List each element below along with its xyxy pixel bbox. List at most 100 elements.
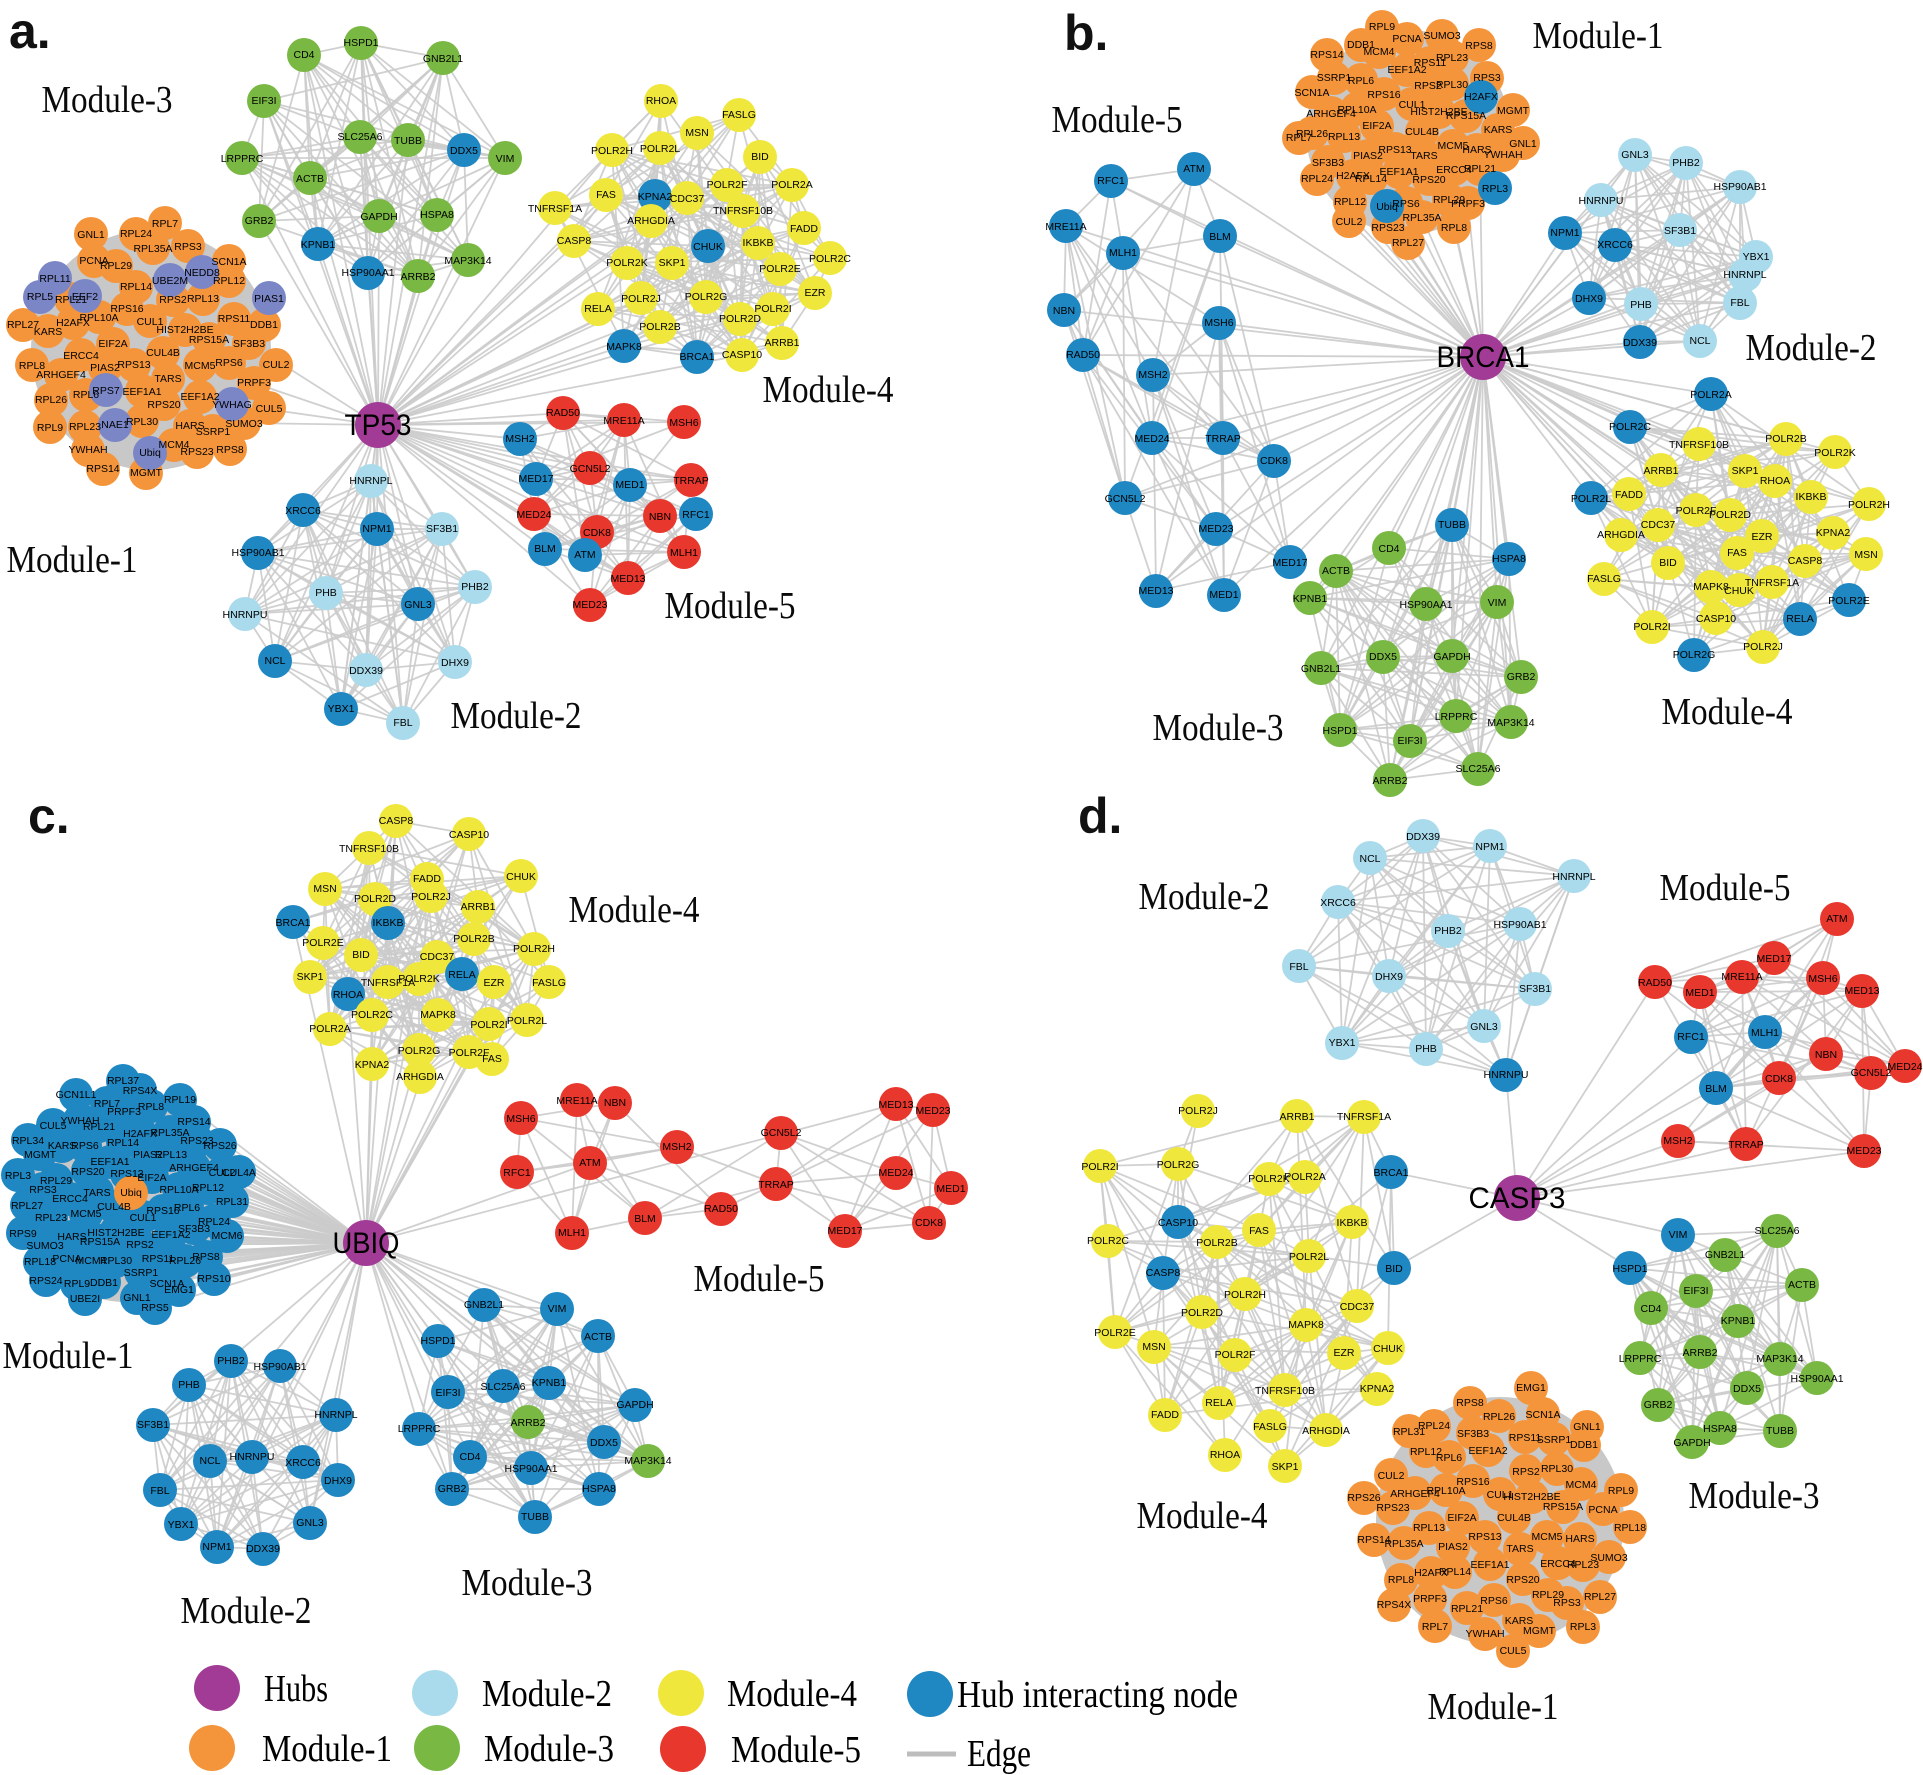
svg-text:CUL1: CUL1 <box>1399 99 1426 111</box>
svg-text:MAPK8: MAPK8 <box>420 1009 456 1021</box>
svg-text:TNFRSF1A: TNFRSF1A <box>1337 1111 1391 1123</box>
svg-text:RPL13: RPL13 <box>1413 1522 1445 1534</box>
svg-text:EEF1A2: EEF1A2 <box>1387 64 1426 76</box>
svg-text:RPL6: RPL6 <box>73 389 99 401</box>
svg-text:ERCC4: ERCC4 <box>1436 164 1472 176</box>
svg-text:YWHAH: YWHAH <box>60 1115 99 1127</box>
svg-text:PRPF3: PRPF3 <box>107 1106 141 1118</box>
svg-text:POLR2I: POLR2I <box>1633 621 1670 633</box>
svg-text:CUL4B: CUL4B <box>1497 1512 1531 1524</box>
svg-text:HSP90AA1: HSP90AA1 <box>504 1463 557 1475</box>
svg-text:ARRB1: ARRB1 <box>764 337 799 349</box>
svg-text:d.: d. <box>1078 788 1122 844</box>
svg-text:SF3B3: SF3B3 <box>233 338 265 350</box>
svg-text:TP53: TP53 <box>345 409 412 442</box>
svg-text:RPL13: RPL13 <box>155 1149 187 1161</box>
svg-text:RPS8: RPS8 <box>192 1251 220 1263</box>
svg-text:MGMT: MGMT <box>24 1149 57 1161</box>
svg-text:CDK8: CDK8 <box>1260 455 1288 467</box>
svg-text:HNRNPL: HNRNPL <box>314 1409 357 1421</box>
svg-text:POLR2G: POLR2G <box>685 291 728 303</box>
svg-text:MGMT: MGMT <box>1497 105 1530 117</box>
svg-text:HIST2H2BE: HIST2H2BE <box>156 324 213 336</box>
svg-text:PIAS2: PIAS2 <box>133 1149 163 1161</box>
svg-text:EMG1: EMG1 <box>1516 1382 1546 1394</box>
svg-text:RPS15A: RPS15A <box>189 334 229 346</box>
svg-text:MED24: MED24 <box>1887 1061 1922 1073</box>
svg-text:RPL35A: RPL35A <box>1384 1538 1423 1550</box>
svg-text:RPL11: RPL11 <box>39 273 70 285</box>
svg-text:MSH6: MSH6 <box>506 1113 535 1125</box>
svg-text:RPL23: RPL23 <box>1436 52 1468 64</box>
svg-text:EEF1A2: EEF1A2 <box>151 1229 190 1241</box>
svg-text:MSN: MSN <box>1854 549 1877 561</box>
svg-text:MLH1: MLH1 <box>558 1227 586 1239</box>
svg-text:RELA: RELA <box>1786 613 1813 625</box>
svg-text:POLR2J: POLR2J <box>411 891 451 903</box>
svg-text:FBL: FBL <box>393 717 412 729</box>
svg-text:RPL21: RPL21 <box>55 294 87 306</box>
svg-text:RPL27: RPL27 <box>7 319 39 331</box>
svg-text:POLR2C: POLR2C <box>1087 1235 1129 1247</box>
svg-text:HSPA8: HSPA8 <box>420 209 454 221</box>
svg-text:RPS23: RPS23 <box>1376 1502 1409 1514</box>
svg-text:RPL18: RPL18 <box>1614 1522 1646 1534</box>
svg-text:RPS6: RPS6 <box>71 1140 99 1152</box>
svg-text:SKP1: SKP1 <box>297 971 324 983</box>
svg-text:RPL7: RPL7 <box>1286 132 1312 144</box>
svg-text:MED17: MED17 <box>827 1225 862 1237</box>
svg-text:SF3B1: SF3B1 <box>426 523 458 535</box>
svg-text:RPL7: RPL7 <box>1422 1621 1448 1633</box>
svg-text:RPL8: RPL8 <box>1388 1574 1414 1586</box>
svg-text:SSRP1: SSRP1 <box>196 426 231 438</box>
svg-text:FAS: FAS <box>482 1053 502 1065</box>
svg-text:MSH2: MSH2 <box>1138 369 1167 381</box>
svg-text:SF3B1: SF3B1 <box>137 1419 169 1431</box>
svg-text:RPS11: RPS11 <box>1414 57 1447 69</box>
svg-text:Module-2: Module-2 <box>482 1673 612 1715</box>
svg-text:ATM: ATM <box>574 549 595 561</box>
svg-text:Module-3: Module-3 <box>42 79 173 121</box>
svg-text:POLR2A: POLR2A <box>1284 1171 1325 1183</box>
svg-text:DDX39: DDX39 <box>246 1543 280 1555</box>
svg-text:HNRNPU: HNRNPU <box>1484 1069 1529 1081</box>
svg-text:MED13: MED13 <box>1138 585 1173 597</box>
svg-text:FASLG: FASLG <box>1587 573 1621 585</box>
svg-text:RPL26: RPL26 <box>169 1255 201 1267</box>
svg-text:POLR2H: POLR2H <box>1848 499 1890 511</box>
svg-text:ARRB2: ARRB2 <box>510 1417 545 1429</box>
svg-text:DDX39: DDX39 <box>349 665 383 677</box>
svg-text:MAP3K14: MAP3K14 <box>624 1455 671 1467</box>
svg-text:POLR2G: POLR2G <box>1673 649 1716 661</box>
svg-text:KARS: KARS <box>48 1140 77 1152</box>
svg-text:TNFRSF10B: TNFRSF10B <box>713 205 773 217</box>
svg-text:CD4: CD4 <box>1378 543 1399 555</box>
svg-text:RPL9: RPL9 <box>64 1278 90 1290</box>
svg-text:DDX5: DDX5 <box>1369 651 1397 663</box>
svg-text:POLR2L: POLR2L <box>640 143 680 155</box>
svg-text:RPS3: RPS3 <box>174 241 202 253</box>
svg-text:EZR: EZR <box>1752 531 1773 543</box>
svg-text:POLR2D: POLR2D <box>1709 509 1751 521</box>
svg-text:ARHGDIA: ARHGDIA <box>627 215 675 227</box>
svg-text:GRB2: GRB2 <box>245 215 274 227</box>
svg-text:MGMT: MGMT <box>1523 1625 1556 1637</box>
svg-text:HSPA8: HSPA8 <box>1492 553 1526 565</box>
svg-text:RPL13: RPL13 <box>187 293 219 305</box>
svg-text:KPNA2: KPNA2 <box>1816 527 1851 539</box>
svg-text:CASP3: CASP3 <box>1469 1182 1566 1215</box>
svg-text:CUL1: CUL1 <box>1487 1489 1514 1501</box>
svg-text:RPS16: RPS16 <box>1367 89 1400 101</box>
svg-text:MED23: MED23 <box>572 599 607 611</box>
svg-text:MED23: MED23 <box>1198 523 1233 535</box>
svg-text:YWHAH: YWHAH <box>1465 1628 1504 1640</box>
svg-text:GNL3: GNL3 <box>1470 1021 1498 1033</box>
svg-text:CDC37: CDC37 <box>1641 519 1676 531</box>
svg-text:GNL3: GNL3 <box>296 1517 324 1529</box>
svg-text:BID: BID <box>352 949 370 961</box>
svg-text:BLM: BLM <box>1705 1083 1727 1095</box>
svg-text:RPL27: RPL27 <box>11 1200 43 1212</box>
svg-text:Edge: Edge <box>967 1733 1031 1775</box>
svg-text:DHX9: DHX9 <box>1375 971 1403 983</box>
svg-text:CDK8: CDK8 <box>583 527 611 539</box>
